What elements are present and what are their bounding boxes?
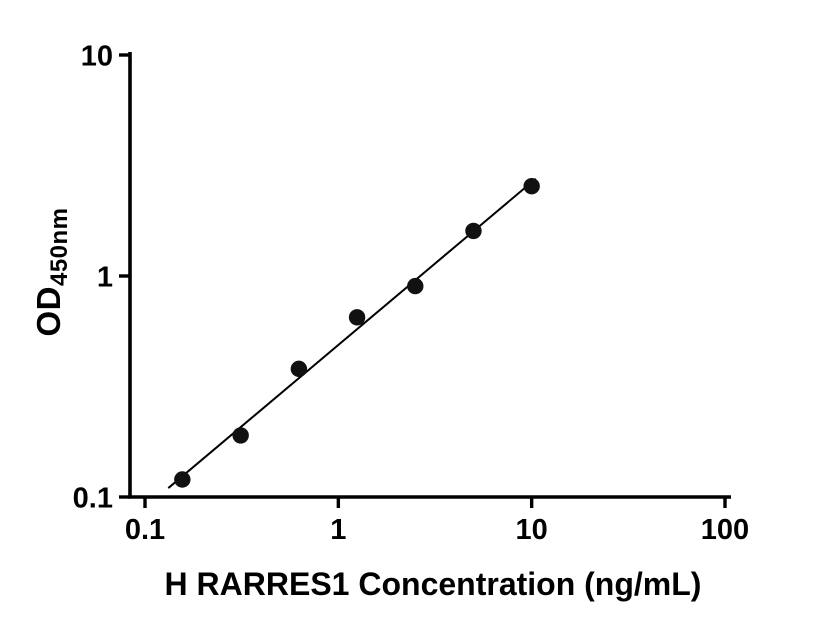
y-axis-title-sub: 450nm <box>46 207 73 287</box>
y-tick-label: 10 <box>81 41 113 73</box>
data-point-4 <box>348 309 366 326</box>
x-tick-label: 10 <box>516 514 548 546</box>
data-point-6 <box>465 222 482 240</box>
y-tick-label: 0.1 <box>73 483 113 515</box>
data-point-7 <box>523 177 540 195</box>
y-tick-label: 1 <box>97 262 113 294</box>
y-axis-title: OD450nm <box>30 207 74 336</box>
x-axis-title: H RARRES1 Concentration (ng/mL) <box>164 566 702 602</box>
x-tick-label: 0.1 <box>125 514 165 546</box>
fit-line <box>167 177 537 489</box>
axes <box>128 52 731 499</box>
x-tick-label: 1 <box>330 514 346 546</box>
data-point-1 <box>174 471 191 488</box>
data-point-5 <box>407 277 424 295</box>
data-point-2 <box>232 427 249 444</box>
data-point-3 <box>290 360 308 378</box>
y-axis-title-main: OD <box>30 286 67 337</box>
x-tick-label: 100 <box>701 514 749 546</box>
